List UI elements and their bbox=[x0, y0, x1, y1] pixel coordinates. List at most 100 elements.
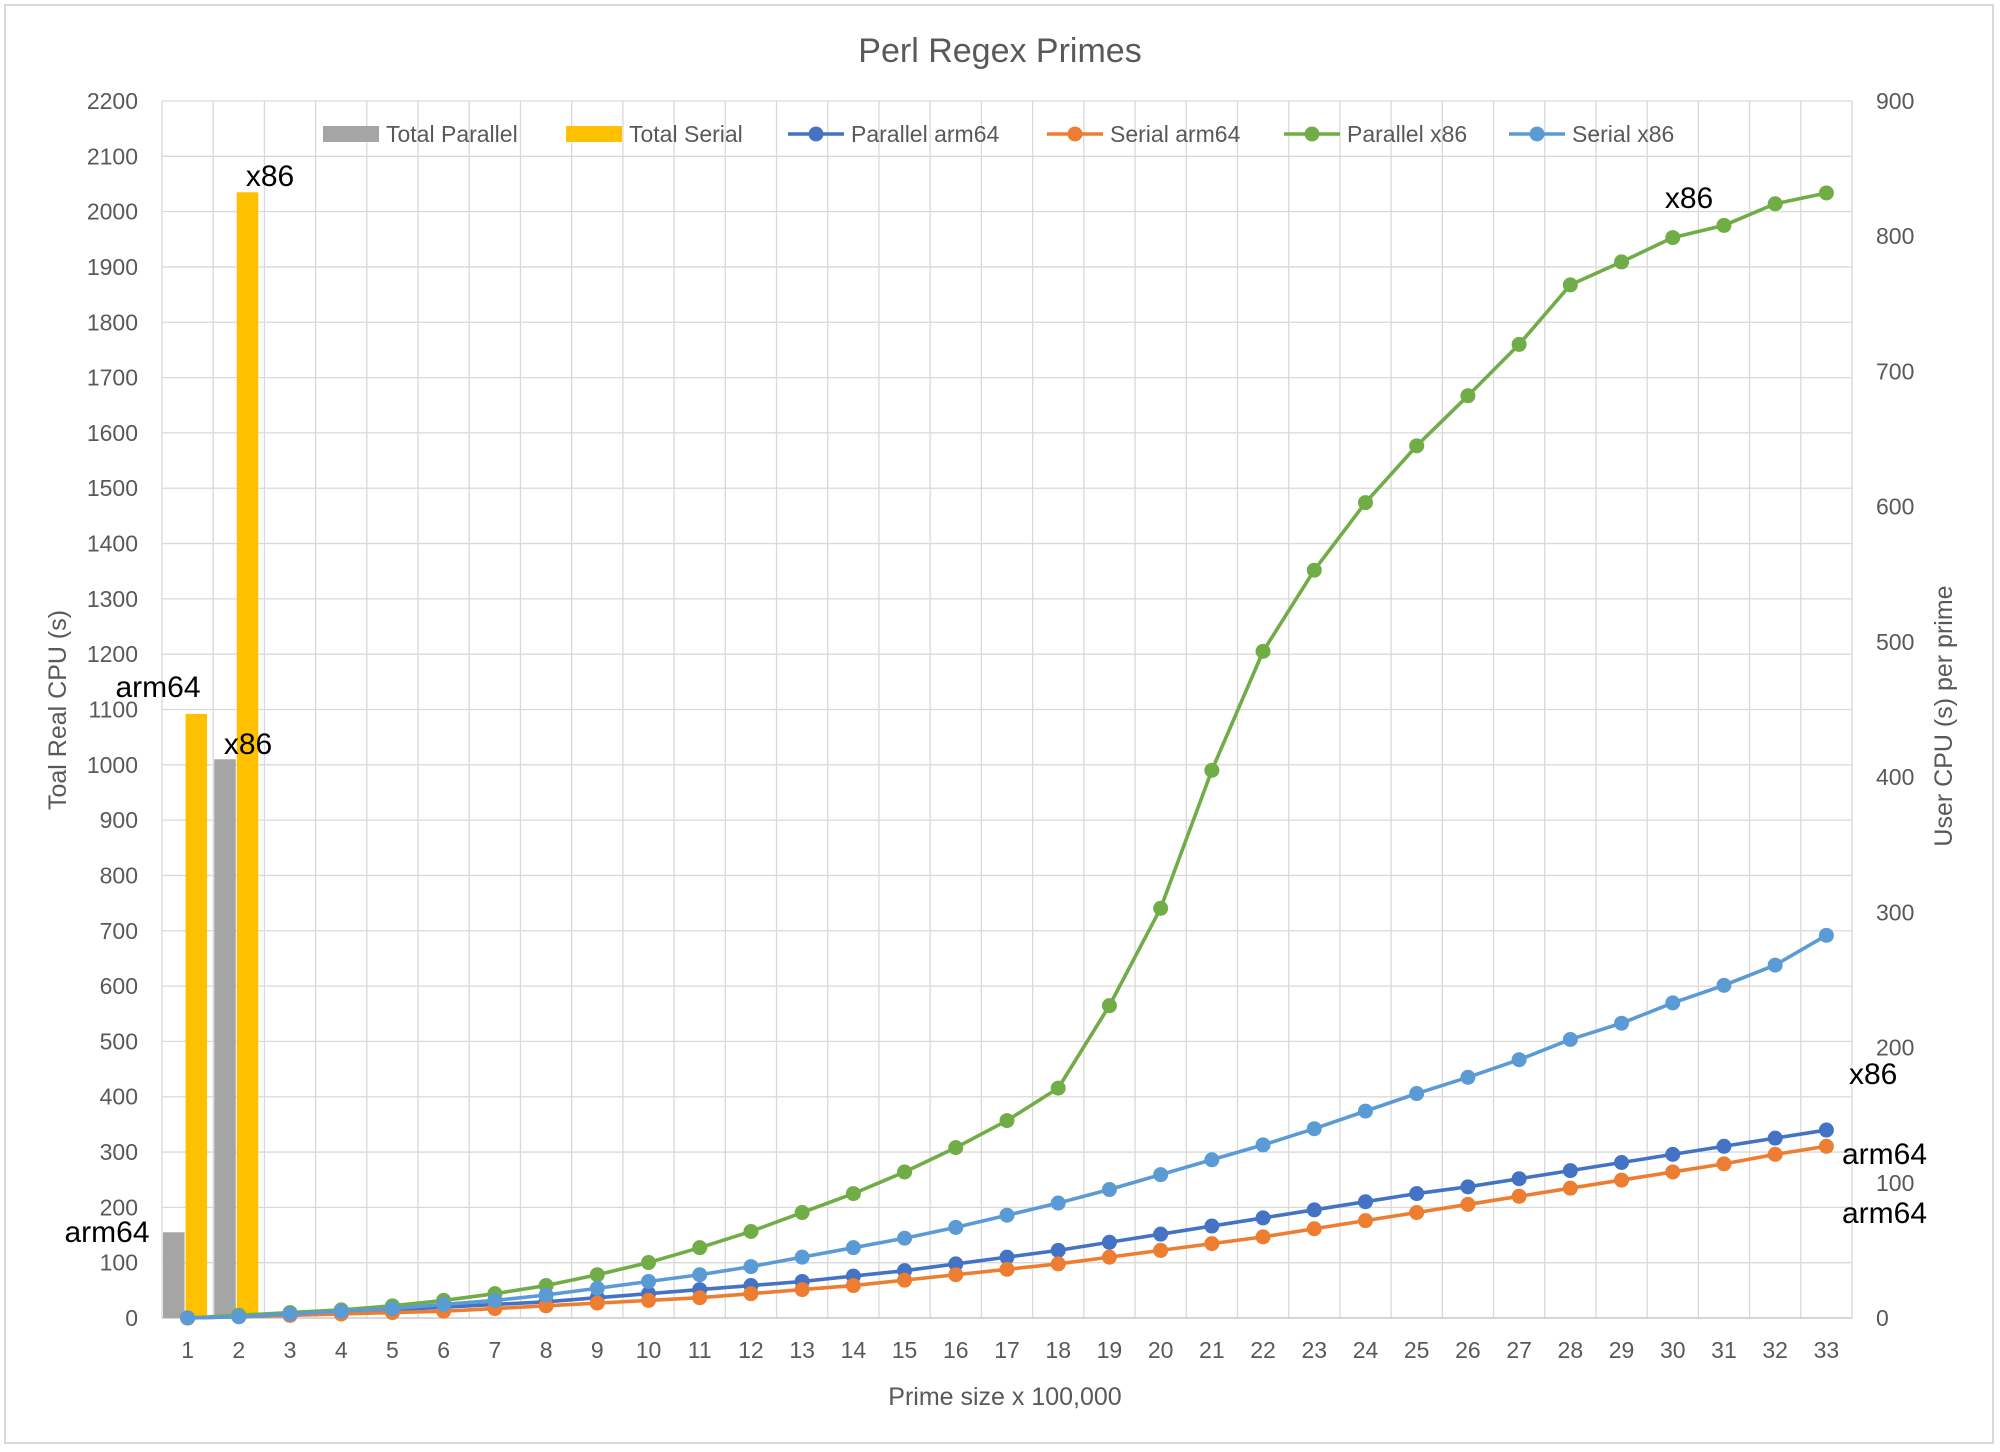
point-parallel-arm64-30 bbox=[1665, 1146, 1681, 1162]
right-tick-label: 200 bbox=[1876, 1035, 1914, 1061]
annotation-x86-serial-line: x86 bbox=[1849, 1058, 1897, 1091]
point-parallel-x86-11 bbox=[692, 1240, 708, 1256]
x-tick-label: 9 bbox=[591, 1337, 604, 1363]
x-tick-label: 14 bbox=[841, 1337, 867, 1363]
point-serial-arm64-11 bbox=[692, 1290, 708, 1306]
legend-item-total-serial: Total Serial bbox=[566, 121, 743, 147]
legend-item-serial-x86: Serial x86 bbox=[1509, 121, 1674, 147]
legend-swatch-marker bbox=[1529, 126, 1545, 142]
point-serial-arm64-30 bbox=[1665, 1164, 1681, 1180]
right-tick-label: 500 bbox=[1876, 629, 1914, 655]
left-tick-label: 200 bbox=[100, 1194, 138, 1220]
legend-label: Total Serial bbox=[629, 121, 743, 147]
left-axis-title: Toal Real CPU (s) bbox=[44, 610, 72, 810]
x-tick-label: 23 bbox=[1301, 1337, 1327, 1363]
gridlines bbox=[161, 100, 1853, 1319]
point-serial-arm64-25 bbox=[1409, 1205, 1425, 1221]
bars bbox=[163, 192, 259, 1318]
annotation-x86-bar-serial: x86 bbox=[246, 160, 294, 193]
point-serial-x86-17 bbox=[999, 1207, 1015, 1223]
point-parallel-arm64-33 bbox=[1818, 1122, 1834, 1138]
x-tick-label: 10 bbox=[636, 1337, 662, 1363]
legend-swatch-marker bbox=[1304, 126, 1320, 142]
legend-label: Serial arm64 bbox=[1110, 121, 1241, 147]
right-tick-label: 800 bbox=[1876, 223, 1914, 249]
line-serial-arm64 bbox=[187, 1144, 1827, 1320]
point-serial-x86-20 bbox=[1153, 1167, 1169, 1183]
point-parallel-arm64-26 bbox=[1460, 1179, 1476, 1195]
point-parallel-x86-21 bbox=[1204, 762, 1220, 778]
x-tick-label: 6 bbox=[437, 1337, 450, 1363]
bar-total-parallel-2 bbox=[214, 759, 236, 1318]
point-parallel-x86-23 bbox=[1306, 562, 1322, 578]
point-serial-arm64-26 bbox=[1460, 1196, 1476, 1212]
x-tick-label: 26 bbox=[1455, 1337, 1481, 1363]
left-tick-label: 100 bbox=[100, 1250, 138, 1276]
left-tick-label: 600 bbox=[100, 973, 138, 999]
point-parallel-x86-30 bbox=[1665, 230, 1681, 246]
right-tick-label: 600 bbox=[1876, 494, 1914, 520]
annotation-arm64-bar-serial: arm64 bbox=[115, 671, 200, 704]
left-tick-label: 1300 bbox=[87, 586, 138, 612]
point-serial-x86-8 bbox=[538, 1287, 554, 1303]
x-tick-label: 18 bbox=[1045, 1337, 1071, 1363]
point-serial-arm64-29 bbox=[1614, 1172, 1630, 1188]
point-serial-arm64-31 bbox=[1716, 1156, 1732, 1172]
point-serial-arm64-23 bbox=[1306, 1221, 1322, 1237]
line-series bbox=[180, 185, 1834, 1326]
left-tick-label: 1400 bbox=[87, 531, 138, 557]
x-tick-label: 28 bbox=[1558, 1337, 1584, 1363]
legend-swatch-marker bbox=[808, 126, 824, 142]
legend-swatch bbox=[323, 126, 379, 142]
point-serial-x86-21 bbox=[1204, 1152, 1220, 1168]
x-tick-label: 29 bbox=[1609, 1337, 1635, 1363]
left-tick-label: 1800 bbox=[87, 309, 138, 335]
point-serial-x86-1 bbox=[180, 1310, 196, 1326]
point-parallel-x86-13 bbox=[794, 1205, 810, 1221]
x-tick-label: 15 bbox=[892, 1337, 918, 1363]
legend-swatch bbox=[566, 126, 622, 142]
right-tick-label: 400 bbox=[1876, 764, 1914, 790]
x-tick-label: 16 bbox=[943, 1337, 969, 1363]
point-serial-x86-15 bbox=[897, 1230, 913, 1246]
x-tick-label: 7 bbox=[488, 1337, 501, 1363]
left-tick-label: 700 bbox=[100, 918, 138, 944]
left-tick-label: 300 bbox=[100, 1139, 138, 1165]
point-serial-arm64-16 bbox=[948, 1267, 964, 1283]
point-parallel-arm64-18 bbox=[1050, 1242, 1066, 1258]
left-tick-label: 0 bbox=[125, 1305, 138, 1331]
left-axis-ticks: 0 100 200 300 400 500 600 700 800 900 1000 1100 1200… bbox=[87, 88, 138, 1331]
right-tick-label: 900 bbox=[1876, 88, 1914, 114]
point-parallel-arm64-17 bbox=[999, 1249, 1015, 1265]
point-parallel-x86-9 bbox=[589, 1267, 605, 1283]
annotation-x86-parallel-line: x86 bbox=[1665, 182, 1713, 215]
annotation-arm64-bar-parallel: arm64 bbox=[64, 1216, 149, 1249]
legend: Total Parallel Total Serial Parallel arm64… bbox=[323, 121, 1674, 147]
point-serial-arm64-33 bbox=[1818, 1138, 1834, 1154]
point-parallel-arm64-23 bbox=[1306, 1202, 1322, 1218]
point-parallel-arm64-22 bbox=[1255, 1210, 1271, 1226]
point-parallel-x86-24 bbox=[1357, 495, 1373, 511]
annotation-arm64-serial-line: arm64 bbox=[1842, 1197, 1927, 1230]
x-tick-label: 20 bbox=[1148, 1337, 1174, 1363]
point-parallel-x86-14 bbox=[845, 1186, 861, 1202]
legend-item-serial-arm64: Serial arm64 bbox=[1047, 121, 1241, 147]
point-serial-x86-22 bbox=[1255, 1137, 1271, 1153]
x-axis-title: Prime size x 100,000 bbox=[888, 1383, 1121, 1411]
point-parallel-x86-16 bbox=[948, 1140, 964, 1156]
point-parallel-arm64-24 bbox=[1357, 1194, 1373, 1210]
legend-label: Total Parallel bbox=[386, 121, 518, 147]
point-serial-x86-11 bbox=[692, 1267, 708, 1283]
point-serial-arm64-20 bbox=[1153, 1242, 1169, 1258]
point-serial-arm64-12 bbox=[743, 1286, 759, 1302]
left-tick-label: 400 bbox=[100, 1084, 138, 1110]
bar-total-serial-1 bbox=[185, 713, 208, 1318]
point-parallel-x86-15 bbox=[897, 1164, 913, 1180]
legend-item-parallel-x86: Parallel x86 bbox=[1284, 121, 1467, 147]
point-parallel-arm64-27 bbox=[1511, 1171, 1527, 1187]
x-tick-label: 5 bbox=[386, 1337, 399, 1363]
x-tick-label: 4 bbox=[335, 1337, 348, 1363]
point-serial-x86-7 bbox=[487, 1292, 503, 1308]
line-parallel-x86 bbox=[187, 191, 1827, 1320]
x-tick-label: 27 bbox=[1506, 1337, 1532, 1363]
